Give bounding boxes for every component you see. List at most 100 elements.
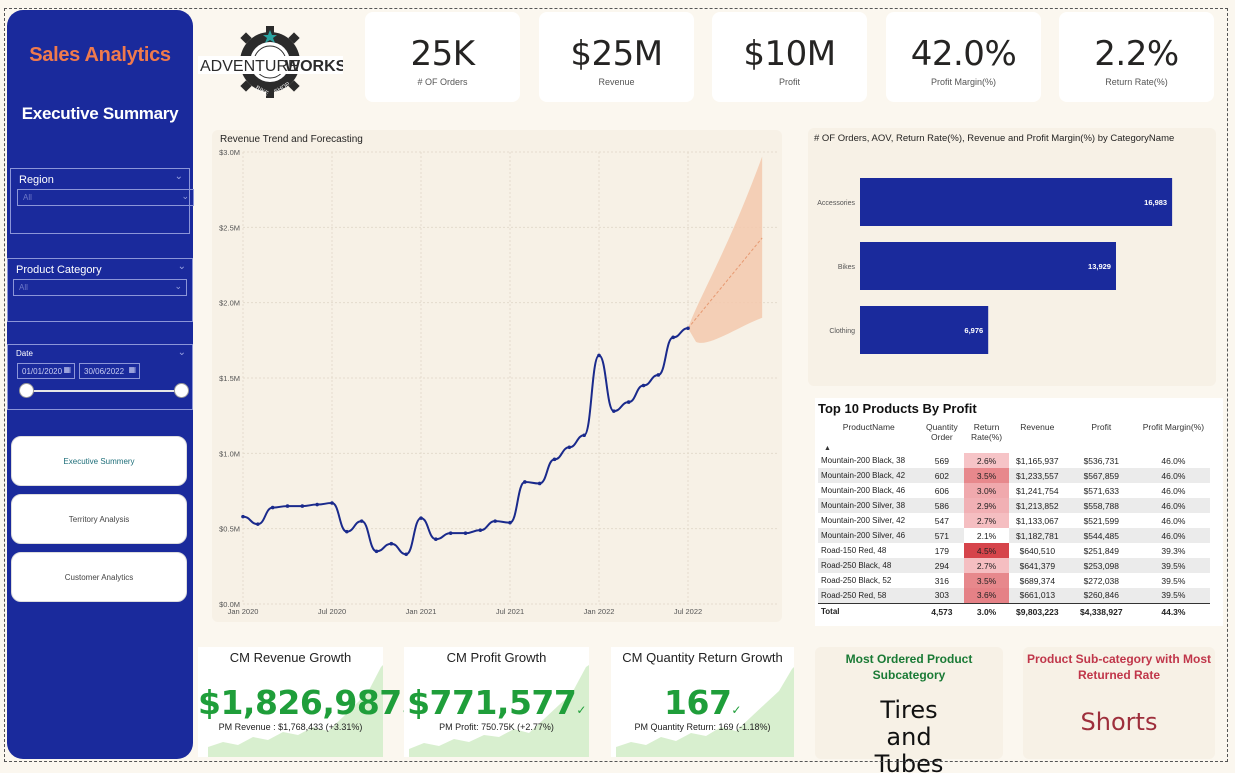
nav-executive-summary-button[interactable]: Executive Summery bbox=[11, 436, 187, 486]
bar-clothing[interactable] bbox=[860, 306, 989, 354]
total-name-cell: Total bbox=[818, 602, 920, 620]
date-slider-track[interactable] bbox=[26, 390, 181, 392]
column-header-product[interactable]: ProductName ▲ bbox=[824, 422, 895, 452]
column-header-return-rate[interactable]: Return Rate(%) bbox=[970, 422, 1003, 442]
card-value: 167✓ bbox=[664, 683, 741, 722]
table-row[interactable]: Mountain-200 Black, 46 606 3.0% $1,241,754 $… bbox=[818, 483, 1210, 498]
return-rate-cell: 2.7% bbox=[964, 513, 1009, 528]
page-title: Executive Summary bbox=[21, 104, 179, 123]
category-bar-svg[interactable]: Accessories 16,983 Bikes 13,929 Clothing 6,97… bbox=[808, 128, 1216, 386]
start-date-input[interactable]: 01/01/2020 ▦ bbox=[17, 363, 75, 379]
revenue-point bbox=[434, 537, 438, 542]
date-slider-start-handle[interactable] bbox=[19, 383, 34, 398]
kpi-value: 25K bbox=[410, 34, 475, 74]
total-qty-cell: 4,573 bbox=[919, 602, 965, 620]
nav-territory-analysis-button[interactable]: Territory Analysis bbox=[11, 494, 187, 544]
kpi-caption: Return Rate(%) bbox=[1105, 77, 1168, 87]
revenue-point bbox=[597, 353, 601, 358]
product-name-cell: Mountain-200 Silver, 46 bbox=[818, 528, 920, 543]
revenue-cell: $1,133,067 bbox=[1016, 515, 1059, 526]
quantity-cell: 569 bbox=[934, 455, 949, 466]
return-rate-cell: 3.0% bbox=[964, 483, 1009, 498]
revenue-cell: $640,510 bbox=[1019, 545, 1056, 556]
revenue-trend-chart: Revenue Trend and Forecasting $0.0M $0.5M… bbox=[212, 130, 782, 622]
table-row[interactable]: Mountain-200 Silver, 38 586 2.9% $1,213,852… bbox=[818, 498, 1210, 513]
profit-cell: $251,849 bbox=[1083, 545, 1120, 556]
card-value: Shorts bbox=[1080, 708, 1158, 736]
revenue-point bbox=[345, 529, 349, 534]
margin-cell: 46.0% bbox=[1136, 498, 1210, 513]
table-row[interactable]: Road-250 Black, 48 294 2.7% $641,379 $253,09… bbox=[818, 558, 1210, 573]
card-subtext: PM Quantity Return: 169 (-1.18%) bbox=[634, 722, 771, 732]
card-title: CM Revenue Growth bbox=[229, 650, 352, 665]
revenue-point bbox=[686, 326, 690, 331]
nav-customer-analytics-button[interactable]: Customer Analytics bbox=[11, 552, 187, 602]
revenue-cell: $1,213,852 bbox=[1008, 498, 1066, 513]
quantity-cell: 179 bbox=[934, 545, 949, 556]
column-header-profit[interactable]: Profit bbox=[1091, 422, 1112, 432]
logo-text-adventure: ADVENTURE bbox=[200, 58, 299, 75]
return-growth-card: CM Quantity Return Growth 167✓ PM Quanti… bbox=[611, 647, 794, 757]
bar-value-label: 6,976 bbox=[964, 326, 983, 335]
margin-cell: 46.0% bbox=[1136, 468, 1210, 483]
kpi-value: 42.0% bbox=[910, 34, 1017, 74]
margin-cell: 39.5% bbox=[1161, 575, 1186, 586]
product-name-cell: Road-250 Black, 52 bbox=[821, 576, 892, 585]
product-name-cell: Road-250 Red, 58 bbox=[818, 588, 920, 603]
kpi-caption: Revenue bbox=[598, 77, 635, 87]
x-tick-label: Jan 2022 bbox=[584, 607, 615, 616]
revenue-point bbox=[493, 519, 497, 523]
card-title: CM Profit Growth bbox=[446, 650, 547, 665]
bar-bikes[interactable] bbox=[860, 242, 1116, 290]
quantity-cell: 316 bbox=[934, 575, 949, 586]
revenue-cell: $689,374 bbox=[1019, 575, 1056, 586]
category-dropdown[interactable]: All ⌄ bbox=[13, 279, 187, 296]
kpi-caption: Profit Margin(%) bbox=[930, 77, 996, 87]
revenue-point bbox=[270, 505, 275, 510]
profit-cell: $571,633 bbox=[1083, 485, 1120, 496]
table-body: Mountain-200 Black, 38 569 2.6% $1,165,937 $… bbox=[818, 453, 1210, 620]
table-row[interactable]: Mountain-200 Black, 38 569 2.6% $1,165,937 $… bbox=[818, 453, 1210, 468]
adventureworks-logo: ADVENTURE WORKS BIKE SHOP bbox=[198, 22, 347, 110]
revenue-trend-svg[interactable]: $0.0M $0.5M $1.0M $1.5M $2.0M $2.5M $3.0M Jan 2… bbox=[212, 130, 782, 622]
revenue-point bbox=[256, 522, 260, 526]
revenue-point bbox=[300, 504, 305, 508]
products-table: ProductName ▲ Quantity Order Return Rate(… bbox=[818, 419, 1210, 620]
table-row[interactable]: Road-250 Red, 58 303 3.6% $661,013 $260,846 3… bbox=[818, 588, 1210, 603]
sort-asc-icon[interactable]: ▲ bbox=[824, 445, 831, 452]
chevron-down-icon[interactable]: ⌄ bbox=[177, 347, 186, 358]
revenue-growth-card: CM Revenue Growth $1,826,987✓ PM Revenue… bbox=[198, 647, 412, 757]
region-dropdown[interactable]: All ⌄ bbox=[17, 189, 194, 206]
bar-accessories[interactable] bbox=[860, 178, 1173, 226]
date-slicer: Date ⌄ 01/01/2020 ▦ 30/06/2022 ▦ bbox=[7, 344, 193, 410]
check-icon: ✓ bbox=[576, 703, 586, 717]
column-header-revenue[interactable]: Revenue bbox=[1020, 422, 1055, 432]
chevron-down-icon: ⌄ bbox=[181, 191, 189, 201]
card-value: $771,577✓ bbox=[407, 683, 586, 722]
table-row[interactable]: Mountain-200 Black, 42 602 3.5% $1,233,557 $… bbox=[818, 468, 1210, 483]
kpi-card-profit-margin: 42.0% Profit Margin(%) bbox=[886, 12, 1041, 102]
chevron-down-icon[interactable]: ⌄ bbox=[174, 171, 183, 182]
table-row[interactable]: Mountain-200 Silver, 46 571 2.1% $1,182,781… bbox=[818, 528, 1210, 543]
y-tick-label: $2.0M bbox=[219, 299, 240, 308]
quantity-cell: 303 bbox=[919, 588, 965, 603]
column-header-quantity[interactable]: Quantity Order bbox=[926, 422, 958, 442]
kpi-card-orders: 25K # OF Orders bbox=[365, 12, 520, 102]
chevron-down-icon[interactable]: ⌄ bbox=[177, 261, 186, 272]
return-sparkline bbox=[616, 667, 794, 757]
product-name-cell: Road-250 Black, 48 bbox=[818, 558, 920, 573]
end-date-input[interactable]: 30/06/2022 ▦ bbox=[79, 363, 140, 379]
chart-title: # OF Orders, AOV, Return Rate(%), Revenu… bbox=[814, 133, 1175, 144]
category-label: Product Category bbox=[16, 264, 102, 276]
return-rate-cell: 3.5% bbox=[964, 468, 1009, 483]
table-row[interactable]: Road-250 Black, 52 316 3.5% $689,374 $272,03… bbox=[818, 573, 1210, 588]
quantity-cell: 606 bbox=[934, 485, 949, 496]
table-row[interactable]: Road-150 Red, 48 179 4.5% $640,510 $251,849 3… bbox=[818, 543, 1210, 558]
return-rate-cell: 2.7% bbox=[964, 558, 1009, 573]
quantity-cell: 571 bbox=[919, 528, 965, 543]
column-header-margin[interactable]: Profit Margin(%) bbox=[1142, 422, 1205, 432]
date-slider-end-handle[interactable] bbox=[174, 383, 189, 398]
date-label: Date bbox=[16, 349, 33, 358]
table-row[interactable]: Mountain-200 Silver, 42 547 2.7% $1,133,067… bbox=[818, 513, 1210, 528]
